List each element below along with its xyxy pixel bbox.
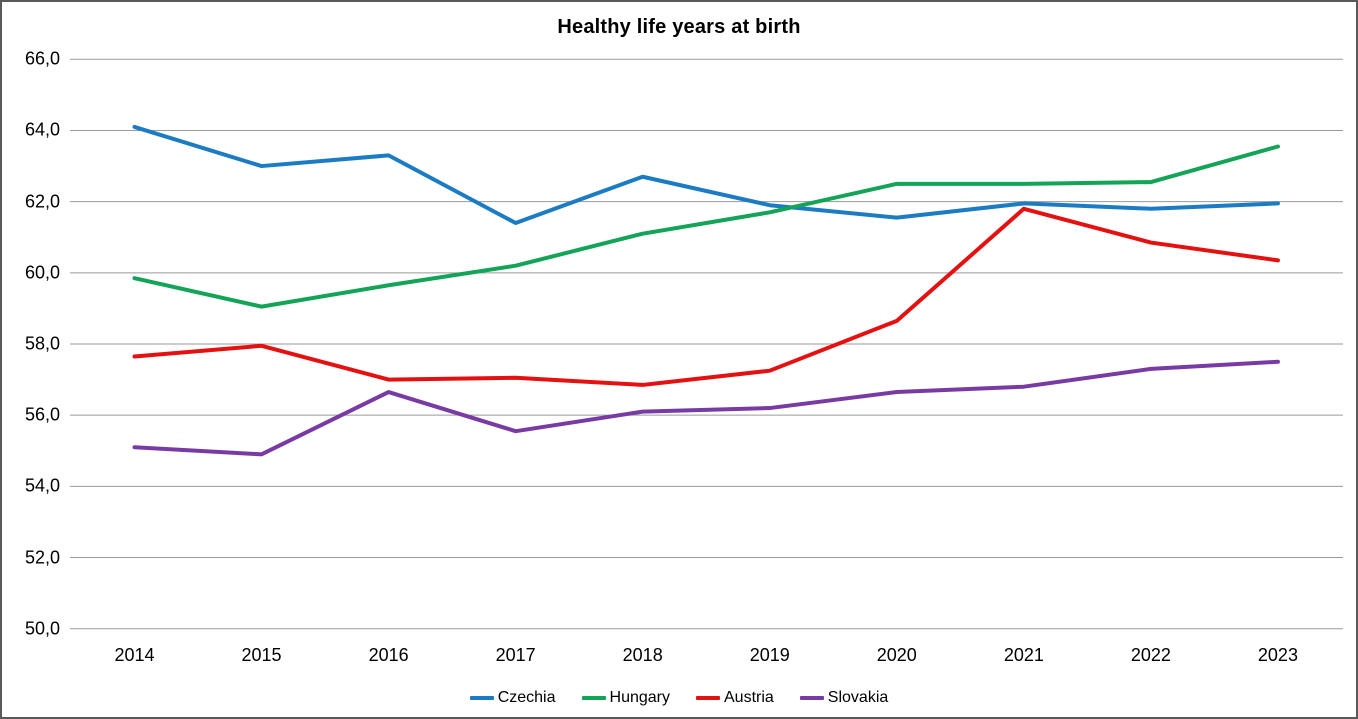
legend: Czechia Hungary Austria Slovakia — [2, 689, 1356, 707]
chart-title: Healthy life years at birth — [557, 16, 801, 38]
y-tick-label: 50,0 — [24, 618, 60, 639]
legend-swatch-icon — [799, 696, 824, 700]
y-tick-label: 66,0 — [24, 48, 60, 69]
x-tick-label: 2016 — [368, 645, 409, 665]
legend-item-austria: Austria — [696, 689, 774, 707]
x-tick-label: 2023 — [1257, 645, 1298, 665]
x-tick-label: 2014 — [114, 645, 155, 665]
x-tick-label: 2015 — [241, 645, 282, 665]
legend-swatch-icon — [581, 696, 606, 700]
y-tick-label: 54,0 — [24, 475, 60, 496]
gridlines — [70, 58, 1343, 630]
y-tick-label: 64,0 — [24, 119, 60, 140]
y-tick-label: 58,0 — [24, 333, 60, 354]
legend-swatch-icon — [696, 696, 720, 700]
y-tick-label: 60,0 — [24, 262, 60, 283]
legend-item-hungary: Hungary — [581, 689, 670, 707]
legend-label: Austria — [724, 689, 774, 706]
y-tick-label: 62,0 — [24, 191, 60, 212]
series-line-hungary — [132, 144, 1280, 309]
y-tick-label: 52,0 — [24, 547, 60, 568]
x-tick-label: 2021 — [1003, 645, 1044, 665]
x-tick-label: 2022 — [1130, 645, 1171, 665]
legend-item-czechia: Czechia — [469, 689, 556, 707]
x-tick-label: 2019 — [749, 645, 790, 665]
x-tick-label: 2017 — [495, 645, 536, 665]
legend-label: Czechia — [497, 689, 556, 706]
legend-item-slovakia: Slovakia — [799, 689, 889, 707]
series-line-slovakia — [132, 359, 1280, 457]
legend-label: Hungary — [609, 689, 670, 706]
x-tick-label: 2020 — [876, 645, 917, 665]
series-lines — [132, 124, 1280, 457]
series-line-austria — [132, 206, 1280, 387]
x-tick-label: 2018 — [622, 645, 663, 665]
legend-swatch-icon — [469, 696, 494, 700]
legend-label: Slovakia — [827, 689, 889, 706]
y-tick-label: 56,0 — [24, 404, 60, 425]
series-line-czechia — [132, 124, 1280, 226]
